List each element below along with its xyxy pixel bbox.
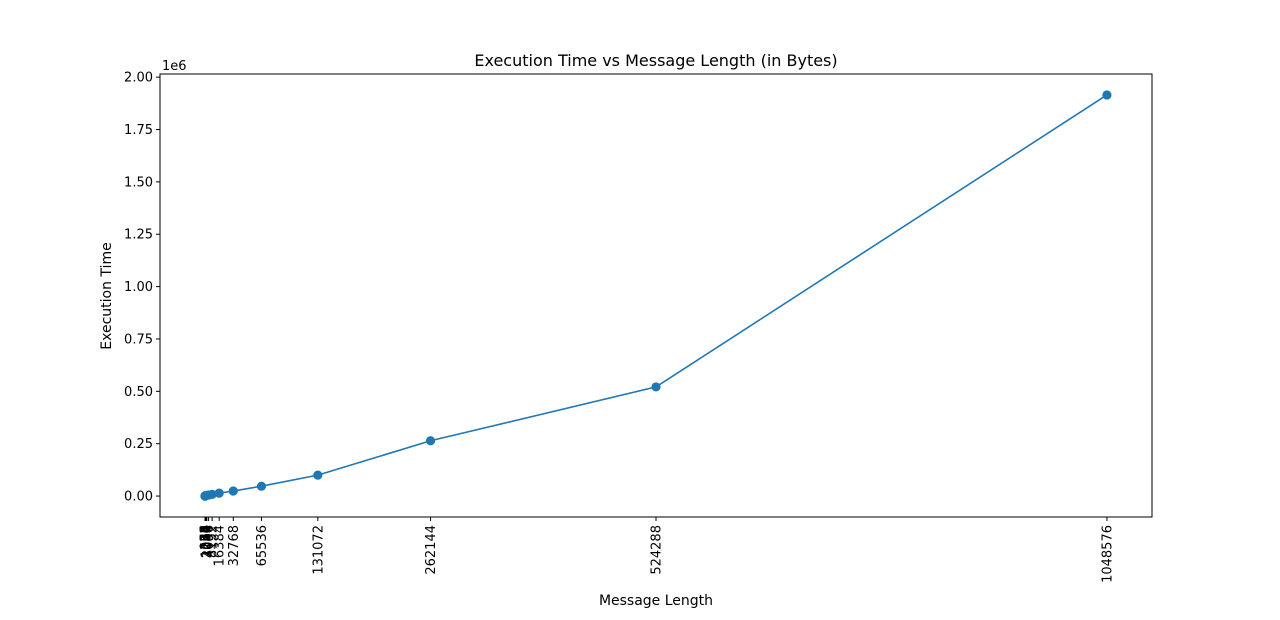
data-point [228,486,238,496]
y-tick-label: 1.25 [124,228,153,243]
x-tick-label: 65536 [255,525,270,566]
x-tick-label: 16 [199,525,214,542]
x-tick-label: 4096 [202,525,217,558]
x-tick-label: 64 [199,525,214,542]
data-point [1102,90,1112,100]
x-tick-label: 8192 [206,525,221,558]
x-tick-label: 32 [199,525,214,542]
x-axis-label: Message Length [599,593,713,609]
y-tick-label: 2.00 [124,71,153,86]
plot-frame [159,73,1153,518]
x-tick-label: 262144 [424,525,439,575]
y-axis: 0.00 0.25 0.50 0.75 1.00 1.25 1.50 1.75 2.00 [124,71,160,505]
series [200,90,1112,501]
y-tick-label: 0.00 [124,490,153,505]
x-tick-label: 32768 [227,525,242,566]
y-offset-label: 1e6 [162,59,187,74]
x-tick-label: 8 [199,525,214,533]
data-point [313,470,323,480]
x-tick-label: 2 [199,525,214,533]
x-tick-label: 1024 [199,525,214,558]
data-point [425,436,436,446]
x-axis: 1248163264128256512102420484096819216384… [199,517,1115,583]
y-tick-label: 1.75 [124,123,153,138]
y-tick-label: 0.25 [124,437,153,452]
x-tick-label: 16384 [213,525,228,566]
y-tick-label: 1.50 [124,175,153,190]
chart-title: Execution Time vs Message Length (in Byt… [474,51,837,70]
series-line [204,94,1108,497]
x-tick-label: 131072 [311,525,326,575]
data-point [214,488,224,498]
x-tick-label: 2048 [200,525,215,558]
x-tick-label: 1048576 [1100,525,1115,583]
data-point [207,489,217,499]
data-point [651,382,661,392]
x-tick-label: 4 [199,525,214,533]
x-tick-label: 256 [199,525,214,550]
x-tick-label: 524288 [650,525,665,575]
y-tick-label: 1.00 [124,280,153,295]
x-tick-label: 128 [199,525,214,550]
y-tick-label: 0.75 [124,332,153,347]
y-tick-label: 0.50 [124,385,153,400]
data-point [256,481,267,491]
x-tick-label: 1 [199,525,214,533]
y-axis-label: Execution Time [99,242,115,349]
x-tick-label: 512 [199,525,214,550]
